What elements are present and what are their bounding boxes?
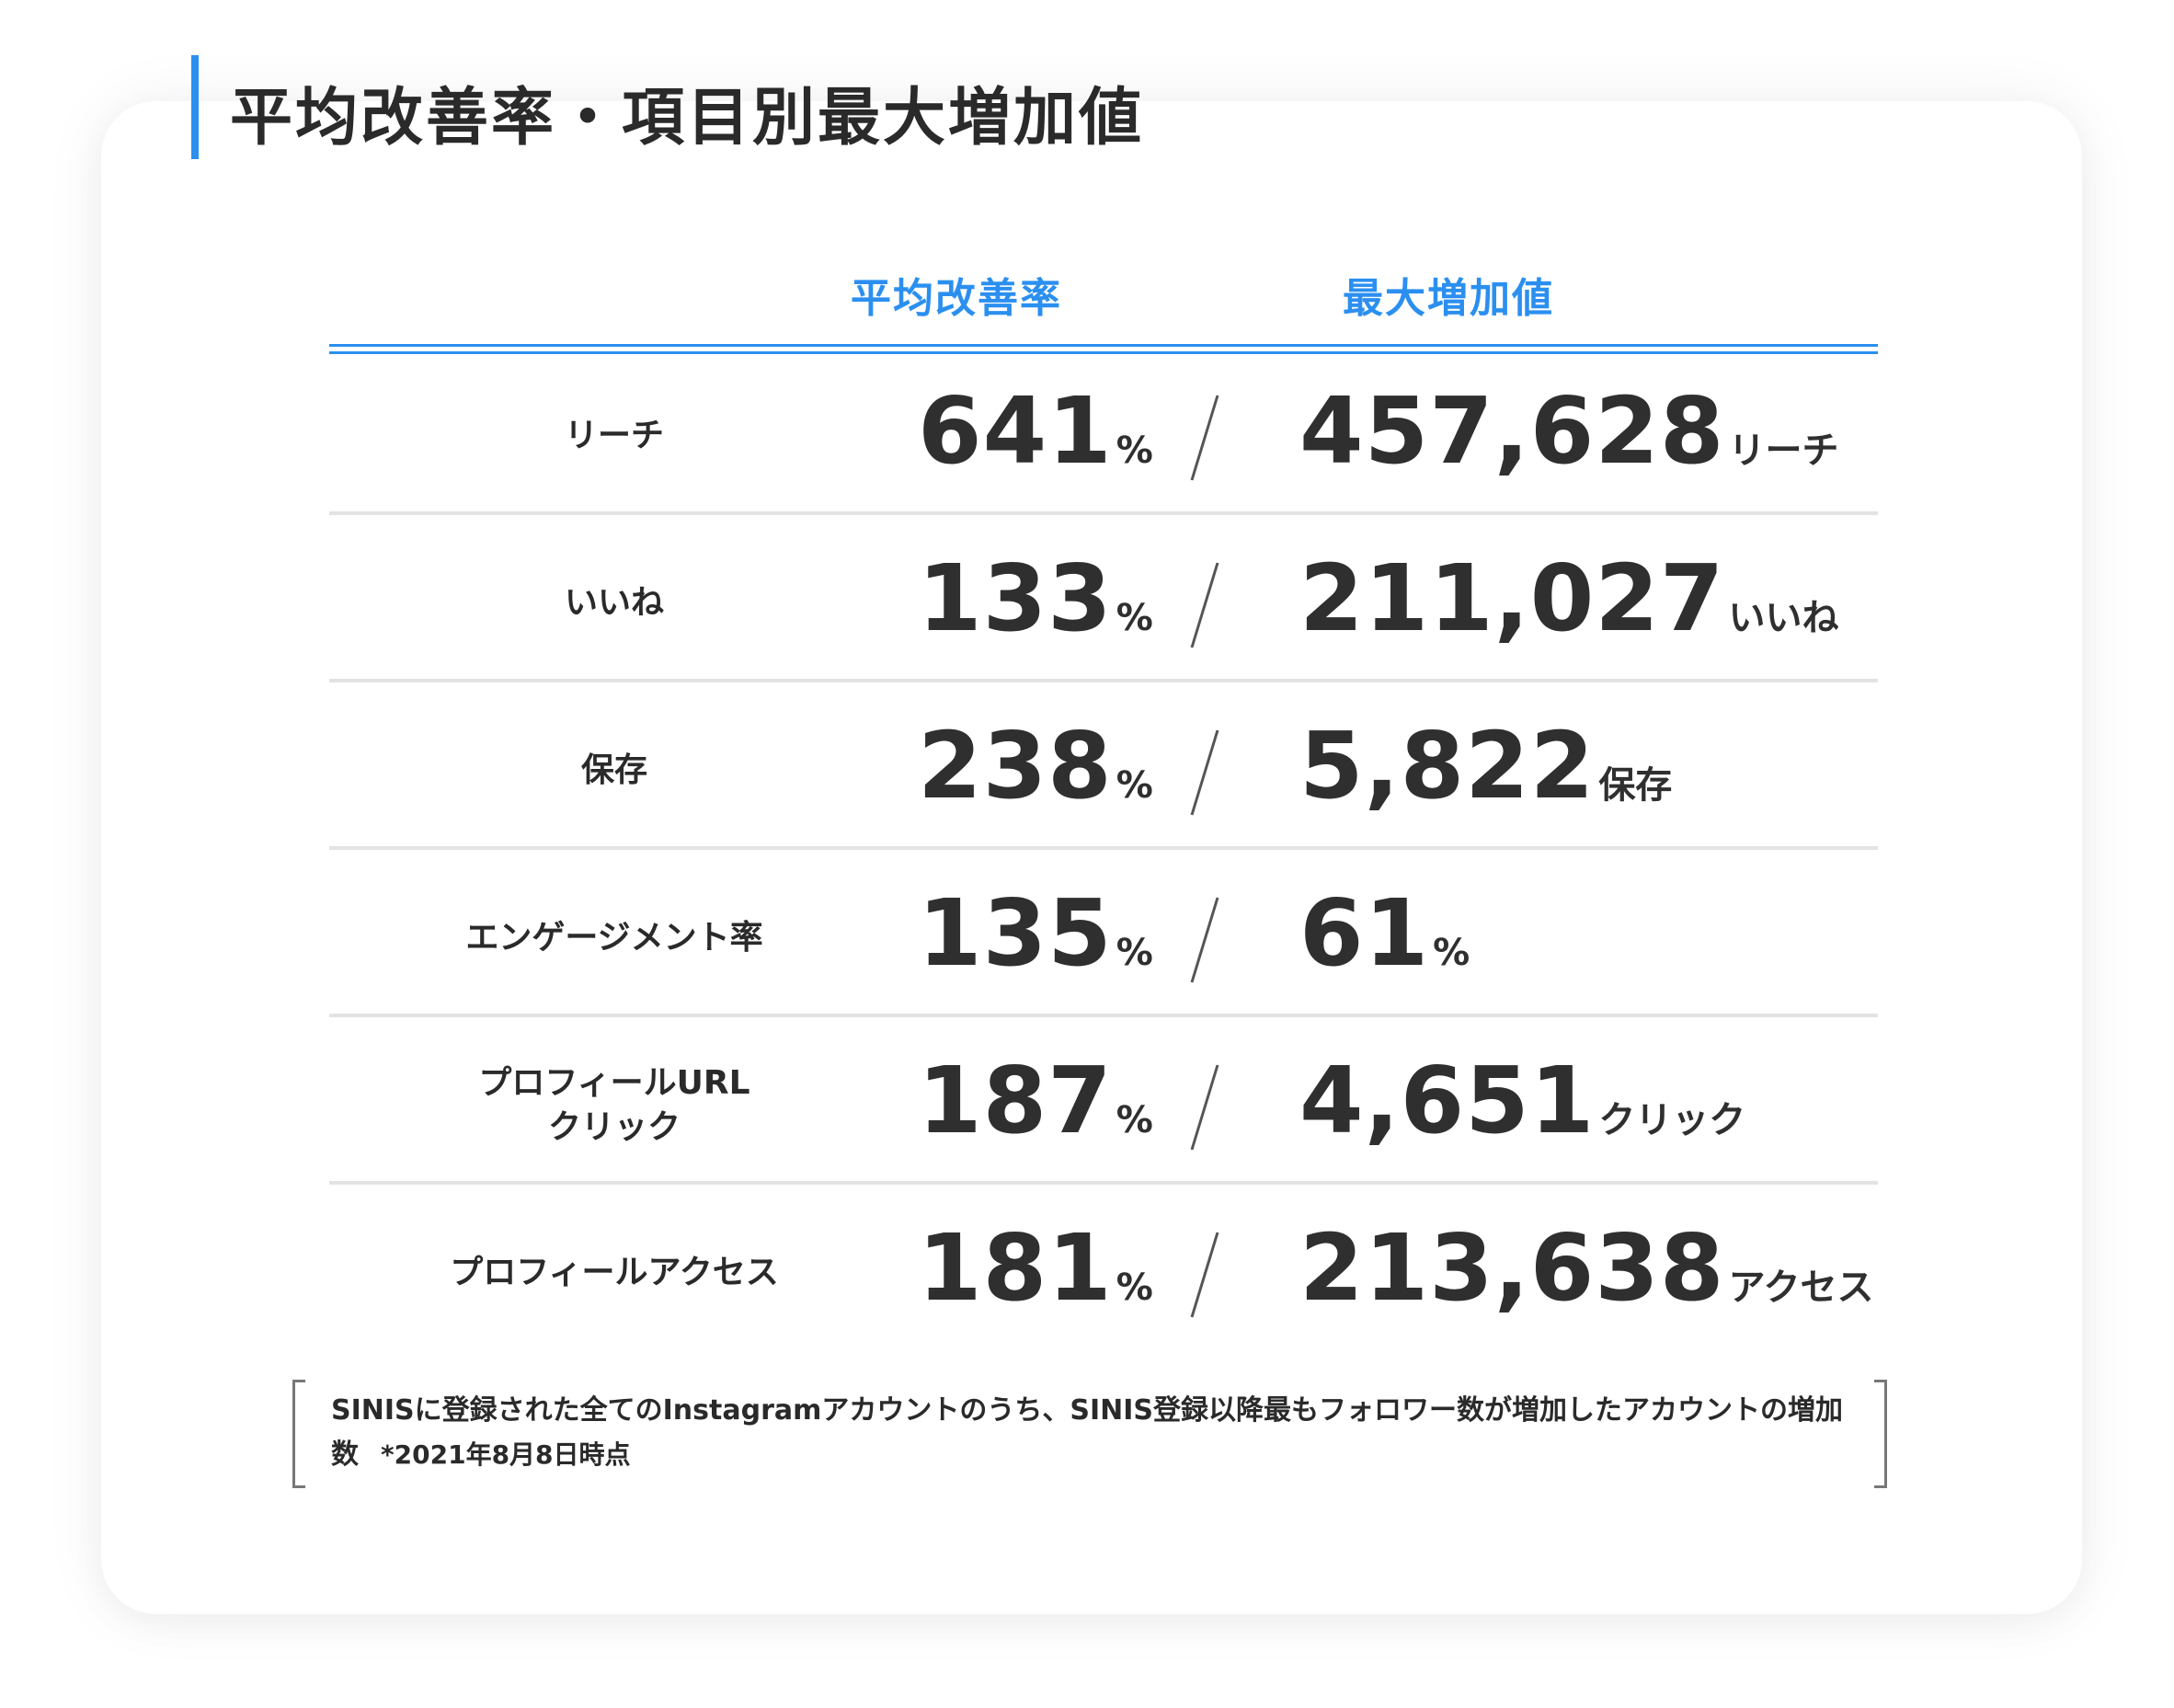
- row-label-line: いいね: [564, 584, 664, 622]
- footnote: SINISに登録された全てのInstagramアカウントのうち、SINIS登録以…: [331, 1389, 1858, 1477]
- max-increase-unit: リーチ: [1728, 430, 1839, 472]
- average-improvement-value: 641: [918, 377, 1113, 485]
- row-label-line: クリック: [547, 1108, 681, 1146]
- max-increase-cell: 61%: [1299, 874, 1879, 993]
- header-rule-bottom: [329, 351, 1878, 354]
- slash-divider-icon: [1186, 392, 1223, 484]
- max-increase-unit: アクセス: [1728, 1267, 1874, 1309]
- column-header-average-improvement: 平均改善率: [851, 275, 1062, 322]
- average-improvement-cell: 135%: [918, 874, 1470, 993]
- average-improvement-cell: 133%: [918, 539, 1470, 659]
- max-increase-cell: 213,638 アクセス: [1299, 1209, 1879, 1328]
- slash-divider-icon: [1186, 1229, 1223, 1321]
- note-bracket-left: [292, 1380, 305, 1488]
- max-increase-unit: クリック: [1598, 1099, 1746, 1141]
- slash-divider-icon: [1186, 727, 1223, 819]
- average-improvement-value: 133: [918, 544, 1113, 652]
- max-increase-value: 5,822: [1299, 712, 1596, 820]
- row-label: 保存: [329, 682, 899, 850]
- average-improvement-value: 135: [918, 879, 1113, 987]
- row-label-line: プロフィールURL: [478, 1064, 750, 1102]
- average-improvement-unit: %: [1116, 764, 1153, 807]
- row-label: いいね: [329, 515, 899, 682]
- average-improvement-unit: %: [1116, 1267, 1153, 1309]
- slash-divider-icon: [1186, 894, 1223, 986]
- average-improvement-value: 238: [918, 712, 1113, 820]
- max-increase-value: 457,628: [1299, 377, 1725, 485]
- max-increase-unit: いいね: [1728, 597, 1839, 639]
- max-increase-cell: 5,822 保存: [1299, 706, 1879, 826]
- table-row: プロフィールアクセス 181% 213,638 アクセス: [329, 1185, 1878, 1352]
- slash-divider-icon: [1186, 559, 1223, 651]
- table-row: 保存 238% 5,822 保存: [329, 682, 1878, 850]
- average-improvement-cell: 181%: [918, 1209, 1470, 1328]
- footnote-date: *2021年8月8日時点: [381, 1439, 631, 1470]
- header-rule-top: [329, 344, 1878, 347]
- table-row: プロフィールURL クリック 187% 4,651 クリック: [329, 1017, 1878, 1185]
- row-label: リーチ: [329, 348, 899, 515]
- max-increase-value: 213,638: [1299, 1214, 1725, 1322]
- metrics-table: リーチ 641% 457,628 リーチ いいね 133% 211,027 いいね 保存 238%…: [329, 348, 1878, 1352]
- column-header-max-increase: 最大増加値: [1343, 275, 1554, 322]
- footnote-text: SINISに登録された全てのInstagramアカウントのうち、SINIS登録以…: [331, 1394, 1844, 1471]
- table-row: リーチ 641% 457,628 リーチ: [329, 348, 1878, 515]
- max-increase-value: 61: [1299, 879, 1430, 987]
- table-row: いいね 133% 211,027 いいね: [329, 515, 1878, 682]
- max-increase-unit: 保存: [1598, 764, 1673, 807]
- row-label-line: リーチ: [564, 417, 664, 454]
- max-increase-cell: 211,027 いいね: [1299, 539, 1879, 659]
- row-label-line: プロフィールアクセス: [450, 1254, 779, 1291]
- row-label-line: 保存: [580, 751, 647, 789]
- max-increase-value: 211,027: [1299, 544, 1725, 652]
- row-label: エンゲージメント率: [329, 850, 899, 1017]
- row-label: プロフィールURL クリック: [329, 1017, 899, 1185]
- note-bracket-right: [1874, 1380, 1887, 1488]
- page-title: 平均改善率・項目別最大増加値: [230, 82, 1145, 155]
- max-increase-unit: %: [1433, 932, 1470, 974]
- max-increase-value: 4,651: [1299, 1047, 1596, 1154]
- table-row: エンゲージメント率 135% 61%: [329, 850, 1878, 1017]
- average-improvement-cell: 641%: [918, 372, 1470, 491]
- average-improvement-value: 181: [918, 1214, 1113, 1322]
- max-increase-cell: 457,628 リーチ: [1299, 372, 1879, 491]
- row-label-line: エンゲージメント率: [465, 919, 763, 957]
- average-improvement-unit: %: [1116, 430, 1153, 472]
- average-improvement-value: 187: [918, 1047, 1113, 1154]
- average-improvement-unit: %: [1116, 1099, 1153, 1141]
- average-improvement-unit: %: [1116, 597, 1153, 639]
- title-accent-bar: [191, 55, 199, 159]
- slash-divider-icon: [1186, 1061, 1223, 1153]
- max-increase-cell: 4,651 クリック: [1299, 1041, 1879, 1161]
- average-improvement-cell: 238%: [918, 706, 1470, 826]
- average-improvement-cell: 187%: [918, 1041, 1470, 1161]
- row-label: プロフィールアクセス: [329, 1185, 899, 1352]
- average-improvement-unit: %: [1116, 932, 1153, 974]
